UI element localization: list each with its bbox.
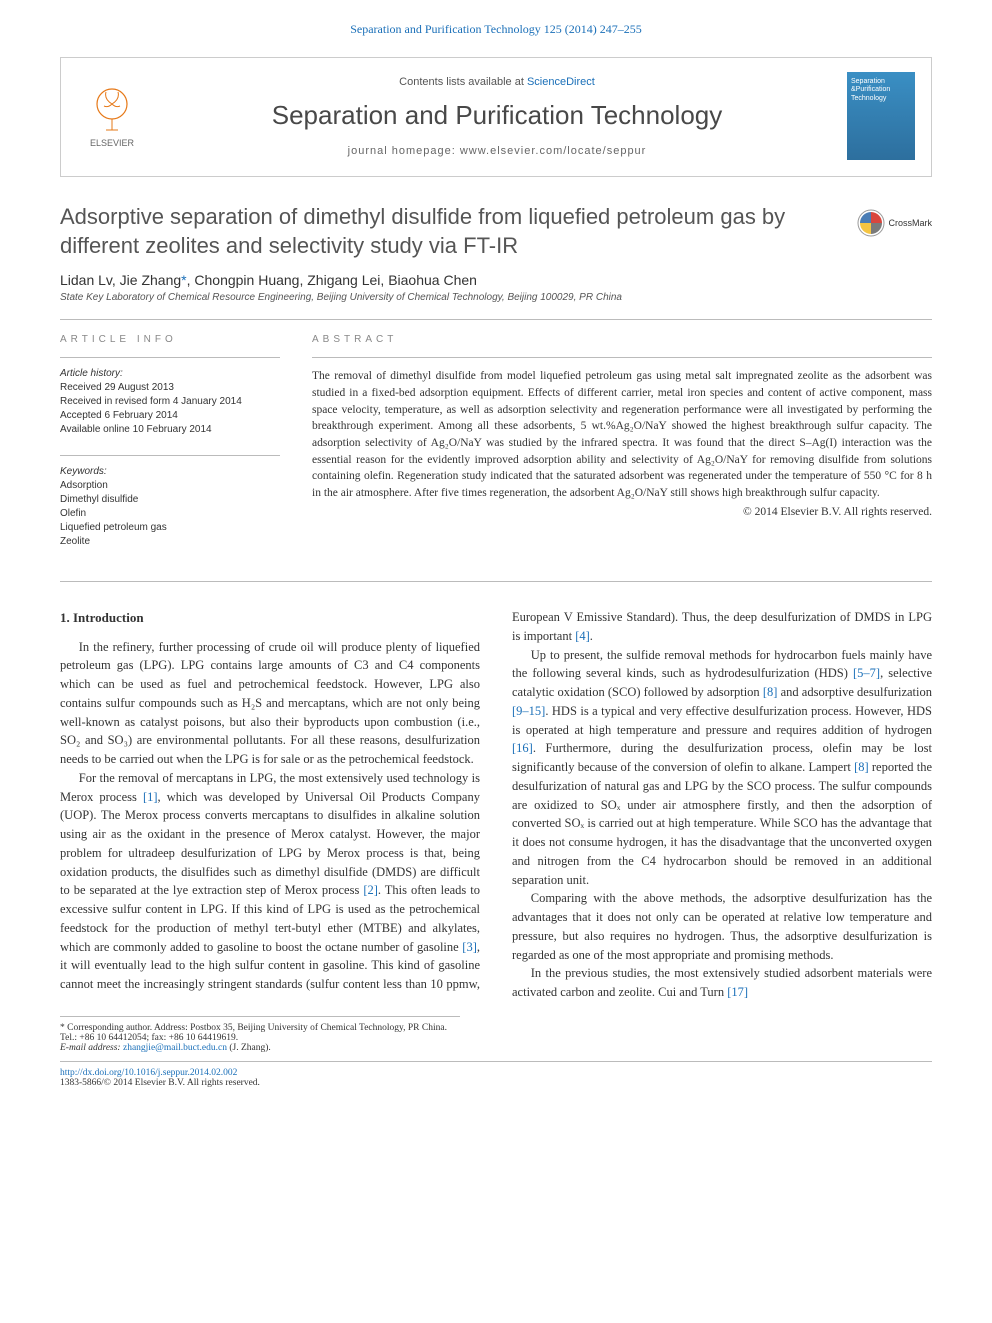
- citation-link[interactable]: Separation and Purification Technology 1…: [350, 22, 642, 36]
- keywords-head: Keywords:: [60, 466, 280, 477]
- keyword: Dimethyl disulfide: [60, 493, 280, 507]
- keyword: Liquefied petroleum gas: [60, 521, 280, 535]
- abstract-copyright: © 2014 Elsevier B.V. All rights reserved…: [312, 506, 932, 518]
- journal-masthead: ELSEVIER Contents lists available at Sci…: [60, 57, 932, 177]
- keyword: Adsorption: [60, 479, 280, 493]
- history-line: Received in revised form 4 January 2014: [60, 395, 280, 409]
- abstract-head: ABSTRACT: [312, 334, 932, 345]
- journal-center: Contents lists available at ScienceDirec…: [147, 76, 847, 157]
- homepage-url: www.elsevier.com/locate/seppur: [460, 145, 647, 157]
- doi-link[interactable]: http://dx.doi.org/10.1016/j.seppur.2014.…: [60, 1068, 237, 1078]
- body-text: 1. Introduction In the refinery, further…: [60, 608, 932, 1002]
- cover-line: &Purification: [851, 86, 911, 94]
- publisher-logo: ELSEVIER: [77, 76, 147, 156]
- corresponding-footnote: * Corresponding author. Address: Postbox…: [60, 1016, 460, 1053]
- citation-link[interactable]: [17]: [727, 985, 748, 999]
- affiliation: State Key Laboratory of Chemical Resourc…: [60, 292, 932, 303]
- keyword: Olefin: [60, 507, 280, 521]
- paragraph: Up to present, the sulfide removal metho…: [512, 646, 932, 890]
- history-block: Article history: Received 29 August 2013…: [60, 368, 280, 437]
- keywords-block: Keywords: Adsorption Dimethyl disulfide …: [60, 466, 280, 549]
- citation-link[interactable]: [8]: [854, 760, 869, 774]
- citation-link[interactable]: [4]: [575, 629, 590, 643]
- contents-prefix: Contents lists available at: [399, 76, 527, 88]
- history-line: Accepted 6 February 2014: [60, 409, 280, 423]
- journal-homepage: journal homepage: www.elsevier.com/locat…: [147, 145, 847, 157]
- article-info-head: ARTICLE INFO: [60, 334, 280, 345]
- divider: [60, 581, 932, 582]
- cover-line: Technology: [851, 95, 911, 103]
- sciencedirect-link[interactable]: ScienceDirect: [527, 76, 595, 88]
- section-head-intro: 1. Introduction: [60, 608, 480, 628]
- keyword: Zeolite: [60, 535, 280, 549]
- body-span: Comparing with the above methods, the ad…: [512, 891, 932, 961]
- citation-link[interactable]: [3]: [462, 940, 477, 954]
- body-span: . HDS is a typical and very effective de…: [512, 704, 932, 737]
- info-abstract-row: ARTICLE INFO Article history: Received 2…: [60, 320, 932, 581]
- body-span: , which was developed by Universal Oil P…: [60, 790, 480, 898]
- cover-line: Separation: [851, 78, 911, 86]
- history-head: Article history:: [60, 368, 280, 379]
- email-label: E-mail address:: [60, 1043, 123, 1053]
- crossmark-icon: [857, 209, 885, 237]
- homepage-label: journal homepage:: [348, 145, 460, 157]
- citation-link[interactable]: [9–15]: [512, 704, 545, 718]
- crossmark-badge[interactable]: CrossMark: [857, 209, 932, 237]
- history-line: Available online 10 February 2014: [60, 423, 280, 437]
- abstract-column: ABSTRACT The removal of dimethyl disulfi…: [312, 334, 932, 567]
- issn-copyright: 1383-5866/© 2014 Elsevier B.V. All right…: [60, 1078, 260, 1088]
- history-line: Received 29 August 2013: [60, 381, 280, 395]
- divider: [312, 357, 932, 358]
- authors-rest: , Chongpin Huang, Zhigang Lei, Biaohua C…: [187, 272, 477, 288]
- journal-name: Separation and Purification Technology: [147, 100, 847, 131]
- authors-line: Lidan Lv, Jie Zhang*, Chongpin Huang, Zh…: [60, 272, 932, 288]
- divider: [60, 357, 280, 358]
- body-span: reported the desulfurization of natural …: [512, 760, 932, 887]
- citation-link[interactable]: [1]: [143, 790, 158, 804]
- citation-link[interactable]: [5–7]: [853, 666, 880, 680]
- body-span: and adsorptive desulfurization: [777, 685, 932, 699]
- citation-link[interactable]: [16]: [512, 741, 533, 755]
- elsevier-tree-icon: [86, 84, 138, 136]
- abstract-text: The removal of dimethyl disulfide from m…: [312, 368, 932, 501]
- paragraph: In the previous studies, the most extens…: [512, 964, 932, 1002]
- crossmark-label: CrossMark: [888, 218, 932, 228]
- corr-address: * Corresponding author. Address: Postbox…: [60, 1023, 460, 1043]
- corr-email-line: E-mail address: zhangjie@mail.buct.edu.c…: [60, 1043, 460, 1053]
- divider: [60, 455, 280, 456]
- paper-title: Adsorptive separation of dimethyl disulf…: [60, 203, 932, 260]
- paragraph: Comparing with the above methods, the ad…: [512, 889, 932, 964]
- citation-link[interactable]: [2]: [363, 883, 378, 897]
- citation-header: Separation and Purification Technology 1…: [0, 0, 992, 47]
- article-info-column: ARTICLE INFO Article history: Received 2…: [60, 334, 280, 567]
- journal-cover-thumbnail: Separation &Purification Technology: [847, 72, 915, 160]
- title-block: Adsorptive separation of dimethyl disulf…: [60, 203, 932, 260]
- body-span: .: [590, 629, 593, 643]
- paragraph: In the refinery, further processing of c…: [60, 638, 480, 769]
- footer: http://dx.doi.org/10.1016/j.seppur.2014.…: [60, 1061, 932, 1088]
- citation-link[interactable]: [8]: [763, 685, 778, 699]
- email-link[interactable]: zhangjie@mail.buct.edu.cn: [123, 1043, 227, 1053]
- authors-lead: Lidan Lv, Jie Zhang: [60, 272, 181, 288]
- publisher-name: ELSEVIER: [90, 138, 134, 148]
- body-span: In the previous studies, the most extens…: [512, 966, 932, 999]
- email-suffix: (J. Zhang).: [227, 1043, 271, 1053]
- contents-line: Contents lists available at ScienceDirec…: [147, 76, 847, 88]
- body-span: In the refinery, further processing of c…: [60, 640, 480, 767]
